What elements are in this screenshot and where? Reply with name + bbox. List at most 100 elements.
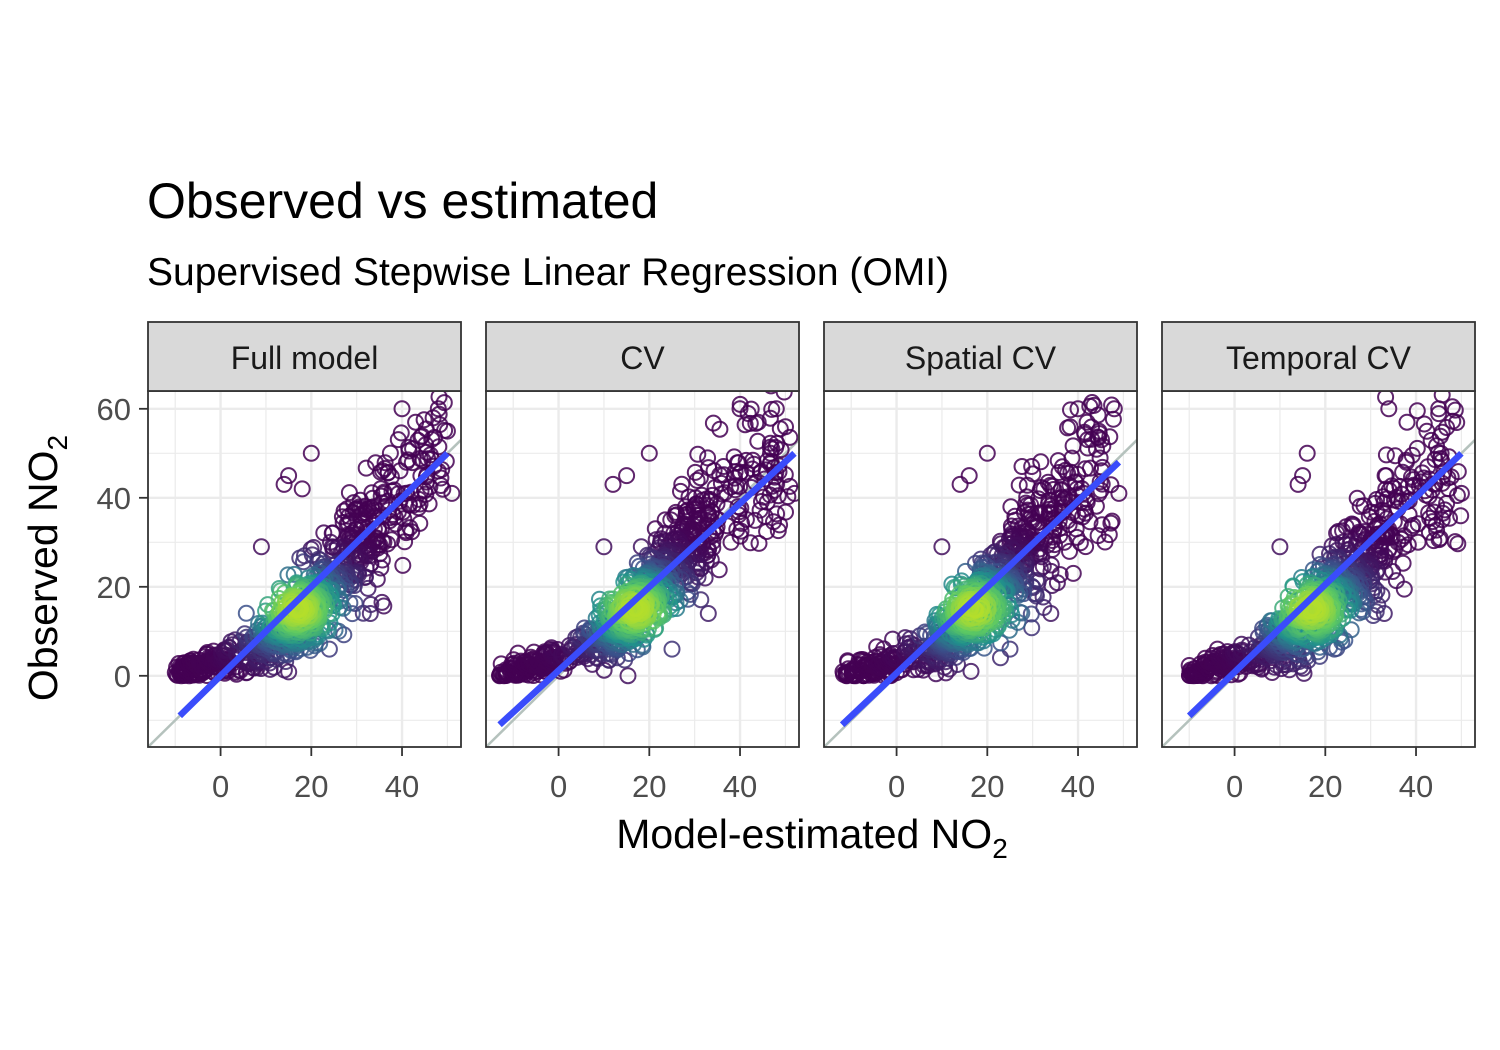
strip-cv: CV xyxy=(485,321,800,392)
data-point xyxy=(335,626,353,644)
data-point xyxy=(525,643,543,661)
data-point xyxy=(415,411,433,429)
data-point xyxy=(1001,640,1019,658)
data-point xyxy=(293,480,311,498)
data-point xyxy=(295,553,312,571)
data-point xyxy=(1027,587,1045,605)
data-point xyxy=(962,662,980,680)
data-point xyxy=(699,605,717,622)
data-point xyxy=(688,471,706,489)
data-point xyxy=(951,475,969,493)
x-tick-label: 20 xyxy=(632,769,666,804)
data-point xyxy=(1032,453,1050,471)
data-point xyxy=(1105,400,1123,418)
data-point xyxy=(673,475,691,493)
data-point xyxy=(1444,412,1462,430)
data-point xyxy=(1077,504,1094,522)
data-point xyxy=(1397,453,1415,471)
data-point xyxy=(1064,437,1082,455)
data-point xyxy=(1428,521,1446,539)
data-point xyxy=(1298,444,1316,462)
data-point xyxy=(731,527,749,545)
strip-label: CV xyxy=(620,340,665,376)
data-point xyxy=(933,538,951,556)
chart-subtitle: Supervised Stepwise Linear Regression (O… xyxy=(147,251,950,294)
data-point xyxy=(397,524,415,542)
strip-spatial-cv: Spatial CV xyxy=(823,321,1138,392)
strip-full-model: Full model xyxy=(147,321,462,392)
data-point xyxy=(1294,467,1312,485)
x-tick-label: 0 xyxy=(888,769,905,804)
panels-layer: Full model 0 20 40 0 20 40 60 CV 0 20 40 Spatial CV 0… xyxy=(97,321,1476,804)
x-tick-label: 20 xyxy=(970,769,1004,804)
data-point xyxy=(764,391,778,395)
y-axis-title-text: Observed NO xyxy=(20,450,66,701)
data-point xyxy=(736,416,754,434)
data-point xyxy=(1093,431,1110,449)
data-point xyxy=(750,534,768,552)
strip-label: Temporal CV xyxy=(1226,340,1412,376)
x-axis-ticks: 0 20 40 xyxy=(212,747,419,804)
data-point xyxy=(686,463,704,481)
data-point xyxy=(768,505,786,523)
data-point xyxy=(749,432,767,450)
data-point xyxy=(1064,564,1082,582)
data-point xyxy=(672,482,689,500)
data-point xyxy=(1452,507,1470,525)
fit-line xyxy=(839,459,1122,728)
strip-background xyxy=(823,321,1138,392)
x-tick-label: 0 xyxy=(1226,769,1243,804)
data-point xyxy=(1380,400,1398,418)
data-point xyxy=(1079,431,1097,449)
data-point xyxy=(1010,476,1028,494)
data-point xyxy=(381,444,399,462)
chart-title: Observed vs estimated xyxy=(147,173,659,229)
data-point xyxy=(379,464,397,482)
panel-cv: CV 0 20 40 xyxy=(485,321,800,804)
data-point xyxy=(763,400,781,418)
data-point xyxy=(1430,405,1448,423)
strip-background xyxy=(485,321,800,392)
data-point xyxy=(1089,527,1107,545)
x-tick-label: 0 xyxy=(550,769,567,804)
fit-line xyxy=(1186,450,1464,719)
data-point xyxy=(1050,464,1068,481)
strip-label: Full model xyxy=(231,340,379,376)
data-point xyxy=(1377,391,1395,406)
data-point xyxy=(280,467,298,485)
y-axis-ticks: 0 20 40 60 xyxy=(97,392,148,694)
data-point xyxy=(656,511,674,529)
data-point xyxy=(302,444,320,462)
data-point xyxy=(1088,440,1105,458)
data-point xyxy=(1091,449,1109,467)
data-point xyxy=(640,444,658,462)
data-point xyxy=(1102,514,1120,532)
data-point xyxy=(1061,542,1078,560)
data-point xyxy=(711,420,729,438)
data-point xyxy=(1408,402,1426,420)
data-point xyxy=(376,454,394,472)
data-point xyxy=(595,538,613,556)
data-point xyxy=(361,605,379,622)
fit-line xyxy=(497,450,797,728)
x-tick-label: 40 xyxy=(723,769,757,804)
x-tick-label: 40 xyxy=(1399,769,1433,804)
data-point xyxy=(1022,605,1040,623)
data-point xyxy=(1110,484,1128,502)
data-point xyxy=(1394,554,1412,572)
data-point xyxy=(434,480,452,498)
data-point xyxy=(901,630,919,648)
data-point xyxy=(689,445,707,463)
data-point xyxy=(1104,410,1122,428)
data-point xyxy=(1034,558,1052,575)
data-point xyxy=(1419,458,1437,476)
data-point xyxy=(663,640,681,658)
data-point xyxy=(1071,534,1089,552)
data-point xyxy=(1438,419,1456,436)
data-point xyxy=(1418,422,1436,440)
y-axis-title: Observed NO2 xyxy=(20,435,73,701)
data-point xyxy=(1078,413,1096,431)
data-point xyxy=(1415,415,1433,433)
x-axis-title: Model-estimated NO2 xyxy=(616,811,1008,864)
